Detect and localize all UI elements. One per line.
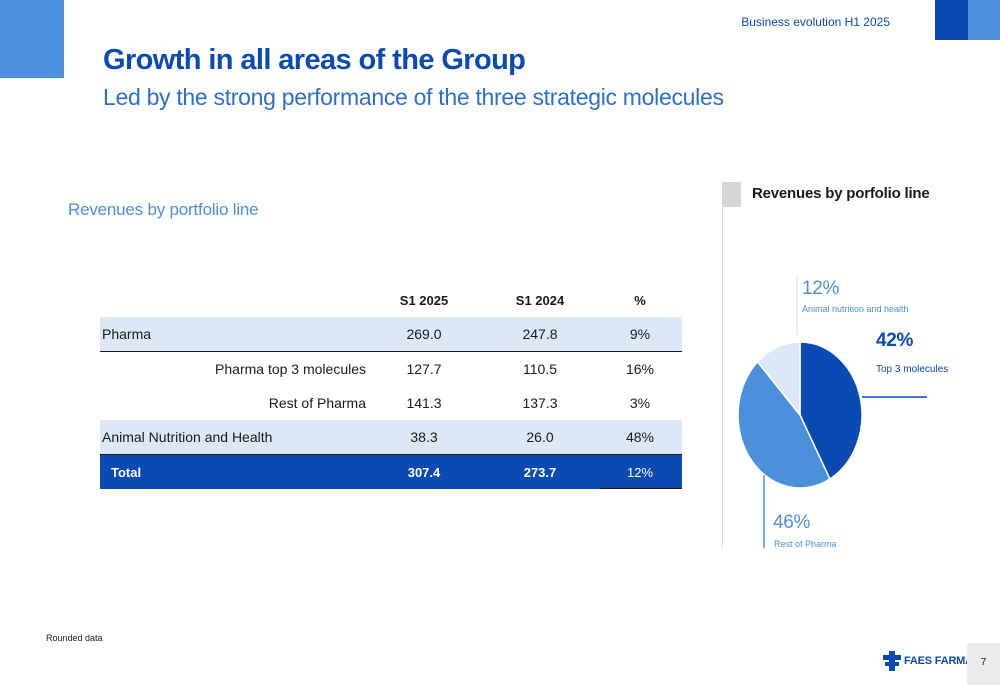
faes-cross-icon [883, 651, 901, 671]
pie-chart [737, 341, 863, 489]
corner-accent-right-light [968, 0, 1000, 40]
row-s1-2025: 38.3 [410, 429, 438, 445]
slice-label-top: Top 3 molecules [876, 364, 949, 375]
pie-slice-rest-of-pharma [737, 360, 831, 489]
page-number: 7 [980, 657, 987, 668]
footnote: Rounded data [46, 633, 103, 643]
pie-slice-animal-nutrition [756, 341, 801, 418]
table-header-row: S1 2025 S1 2024 % [100, 283, 682, 317]
page-title: Growth in all areas of the Group [103, 44, 526, 76]
row-pct: 48% [625, 429, 655, 445]
row-label: Total [111, 464, 142, 480]
company-logo: FAES FARMA [883, 651, 973, 671]
page-number-box [967, 643, 1000, 685]
row-pct: 12% [626, 464, 654, 480]
row-pct: 3% [629, 395, 651, 411]
row-s1-2025: 307.4 [407, 464, 441, 480]
table-header-s1-2025: S1 2025 [399, 292, 449, 308]
logo-text: FAES FARMA [904, 655, 973, 667]
row-s1-2024: 247.8 [522, 326, 558, 342]
table-header-s1-2024: S1 2024 [515, 292, 565, 308]
slice-label-rest-pct: 46% [773, 512, 811, 533]
table-total-row: Total 307.4 273.7 12% [100, 454, 682, 489]
row-pct: 9% [629, 326, 651, 342]
row-label: Pharma [102, 326, 152, 342]
row-label: Rest of Pharma [268, 395, 366, 411]
row-label: Pharma top 3 molecules [215, 361, 366, 377]
corner-accent-right-dark [935, 0, 968, 40]
row-s1-2025: 141.3 [406, 395, 442, 411]
row-s1-2024: 26.0 [526, 429, 554, 445]
slice-label-animal: Animal nutrition and health [802, 304, 909, 314]
table-row: Animal Nutrition and Health 38.3 26.0 48… [100, 420, 682, 454]
panel-divider [722, 207, 723, 547]
table-row: Pharma top 3 molecules 127.7 110.5 16% [100, 352, 682, 386]
row-s1-2024: 137.3 [522, 395, 558, 411]
chart-title: Revenues by porfolio line [752, 185, 930, 202]
row-s1-2025: 127.7 [406, 361, 442, 377]
total-underline [600, 488, 682, 489]
row-s1-2024: 110.5 [523, 361, 557, 377]
slice-label-rest: Rest of Pharma [774, 539, 837, 549]
corner-accent-left [0, 0, 64, 78]
page-subtitle: Led by the strong performance of the thr… [103, 84, 724, 110]
row-s1-2025: 269.0 [406, 326, 442, 342]
section-label: Revenues by portfolio line [68, 200, 259, 219]
table-row: Rest of Pharma 141.3 137.3 3% [100, 386, 682, 420]
row-pct: 16% [625, 361, 655, 377]
slice-label-animal-pct: 12% [802, 278, 840, 299]
pie-slice-top-3-molecules [799, 341, 863, 481]
revenue-table: S1 2025 S1 2024 % Pharma 269.0 247.8 9% … [100, 283, 682, 489]
table-row: Pharma 269.0 247.8 9% [100, 317, 682, 352]
table-header-pct: % [634, 292, 646, 308]
row-label: Animal Nutrition and Health [102, 429, 273, 445]
slice-label-top-pct: 42% [876, 330, 914, 351]
panel-marker [722, 182, 741, 207]
row-s1-2024: 273.7 [523, 464, 557, 480]
header-tag: Business evolution H1 2025 [741, 15, 890, 29]
